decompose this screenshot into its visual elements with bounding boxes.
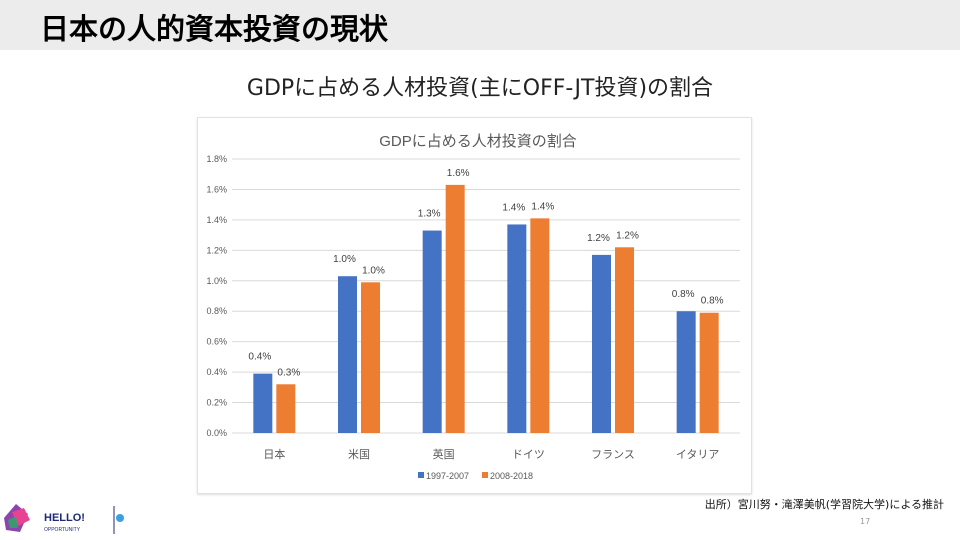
data-label: 0.4% <box>248 352 271 363</box>
data-label: 1.6% <box>447 168 470 179</box>
bar-1997-2007 <box>507 224 527 433</box>
chart-title: GDPに占める人材投資の割合 <box>379 133 577 150</box>
y-tick-label: 0.2% <box>206 398 227 408</box>
legend-label: 1997-2007 <box>426 471 469 481</box>
chart-frame <box>197 117 752 494</box>
y-tick-label: 1.0% <box>206 276 227 286</box>
data-label: 0.3% <box>277 367 300 378</box>
x-tick-label: 米国 <box>348 448 370 461</box>
data-label: 1.4% <box>531 201 554 212</box>
source-note: 出所）宮川努・滝澤美帆(学習院大学)による推計 <box>704 498 944 511</box>
logo-subtext: OPPORTUNITY <box>44 527 81 533</box>
data-label: 1.0% <box>362 265 385 276</box>
bar-1997-2007 <box>253 373 273 433</box>
hello-opportunity-logo: HELLO! OPPORTUNITY <box>4 504 124 534</box>
data-label: 1.3% <box>418 209 441 220</box>
y-tick-label: 1.2% <box>206 245 227 255</box>
data-label: 1.2% <box>616 230 639 241</box>
title-bar: 日本の人的資本投資の現状 <box>0 0 960 50</box>
bar-1997-2007 <box>676 311 696 433</box>
y-tick-label: 0.6% <box>206 337 227 347</box>
logo-text: HELLO! <box>44 512 85 524</box>
legend-label: 2008-2018 <box>490 471 533 481</box>
x-tick-label: イタリア <box>676 448 720 461</box>
bar-1997-2007 <box>422 230 442 433</box>
y-tick-label: 0.8% <box>206 306 227 316</box>
bar-2008-2018 <box>445 184 465 433</box>
data-label: 1.0% <box>333 254 356 265</box>
y-tick-label: 1.4% <box>206 215 227 225</box>
page-number: 17 <box>860 517 871 526</box>
bar-1997-2007 <box>338 276 357 433</box>
x-tick-label: 日本 <box>263 447 285 461</box>
y-tick-label: 1.6% <box>206 184 227 194</box>
bar-1997-2007 <box>592 254 611 433</box>
data-label: 0.8% <box>701 296 724 307</box>
legend-swatch <box>482 472 488 478</box>
data-label: 0.8% <box>672 289 695 300</box>
bar-2008-2018 <box>276 384 296 433</box>
y-tick-label: 1.8% <box>206 154 227 164</box>
y-tick-label: 0.0% <box>206 428 227 438</box>
bar-2008-2018 <box>615 247 634 433</box>
bar-2008-2018 <box>361 282 380 433</box>
data-label: 1.4% <box>502 202 525 213</box>
data-label: 1.2% <box>587 233 610 244</box>
x-tick-label: 英国 <box>433 447 455 461</box>
legend-swatch <box>418 472 424 478</box>
x-tick-label: フランス <box>591 449 635 461</box>
x-tick-label: ドイツ <box>512 449 545 461</box>
y-tick-label: 0.4% <box>206 367 227 377</box>
slide-title: 日本の人的資本投資の現状 <box>40 12 389 46</box>
slide-subtitle: GDPに占める人材投資(主にOFF-JT投資)の割合 <box>246 76 714 101</box>
bar-2008-2018 <box>530 218 550 433</box>
bar-2008-2018 <box>699 312 719 433</box>
